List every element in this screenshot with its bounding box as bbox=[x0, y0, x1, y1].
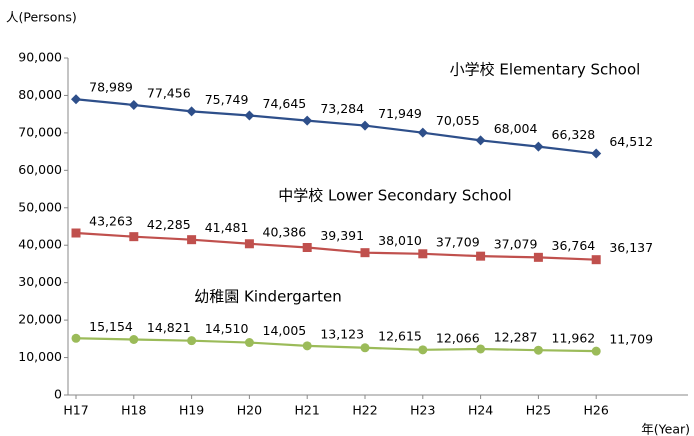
marker bbox=[360, 248, 370, 258]
value-label: 11,962 bbox=[552, 331, 596, 346]
marker bbox=[476, 251, 486, 261]
y-tick-label: 50,000 bbox=[18, 199, 62, 214]
value-label: 14,005 bbox=[263, 323, 307, 338]
y-tick-label: 30,000 bbox=[18, 274, 62, 289]
x-tick-label: H24 bbox=[468, 403, 493, 418]
value-label: 42,285 bbox=[147, 217, 191, 232]
series-line bbox=[75, 337, 597, 353]
y-tick-label: 80,000 bbox=[18, 87, 62, 102]
value-label: 41,481 bbox=[205, 220, 249, 235]
marker bbox=[360, 120, 370, 131]
value-label: 38,010 bbox=[378, 233, 422, 248]
marker bbox=[302, 341, 312, 351]
marker bbox=[417, 127, 428, 138]
x-tick-label: H23 bbox=[410, 403, 435, 418]
marker bbox=[128, 99, 139, 110]
x-tick-label: H18 bbox=[121, 403, 146, 418]
y-tick-label: 90,000 bbox=[18, 50, 62, 65]
marker bbox=[591, 255, 601, 265]
marker bbox=[186, 106, 197, 117]
value-label: 73,284 bbox=[320, 101, 364, 116]
y-tick-label: 40,000 bbox=[18, 237, 62, 252]
value-label: 15,154 bbox=[89, 319, 133, 334]
value-label: 40,386 bbox=[263, 224, 307, 239]
marker bbox=[71, 333, 81, 343]
value-label: 39,391 bbox=[320, 228, 364, 243]
marker bbox=[129, 232, 139, 242]
marker bbox=[302, 115, 313, 126]
marker bbox=[360, 343, 370, 353]
value-label: 70,055 bbox=[436, 113, 480, 128]
series-line bbox=[75, 231, 597, 261]
y-tick-label: 60,000 bbox=[18, 162, 62, 177]
marker bbox=[533, 252, 543, 262]
x-axis-label: 年(Year) bbox=[641, 422, 690, 436]
marker bbox=[533, 345, 543, 355]
x-tick-label: H22 bbox=[352, 403, 377, 418]
value-label: 13,123 bbox=[320, 326, 364, 341]
series-line bbox=[75, 98, 597, 155]
x-tick-label: H20 bbox=[237, 403, 262, 418]
value-label: 36,137 bbox=[609, 240, 653, 255]
marker bbox=[418, 249, 428, 259]
marker bbox=[591, 148, 602, 159]
value-label: 66,328 bbox=[552, 127, 596, 142]
y-tick-label: 20,000 bbox=[18, 312, 62, 327]
marker bbox=[71, 94, 81, 105]
y-tick-label: 70,000 bbox=[18, 124, 62, 139]
value-label: 37,079 bbox=[494, 237, 538, 252]
value-label: 12,287 bbox=[494, 329, 538, 344]
y-axis-label: 人(Persons) bbox=[6, 10, 77, 25]
x-tick-label: H25 bbox=[526, 403, 551, 418]
value-label: 12,615 bbox=[378, 328, 422, 343]
value-label: 11,709 bbox=[609, 332, 653, 347]
marker bbox=[187, 336, 197, 346]
series-name: 中学校 Lower Secondary School bbox=[278, 187, 511, 205]
marker bbox=[244, 110, 255, 121]
y-tick-label: 10,000 bbox=[18, 349, 62, 364]
x-tick-label: H19 bbox=[179, 403, 204, 418]
value-label: 71,949 bbox=[378, 106, 422, 121]
x-tick-label: H26 bbox=[584, 403, 609, 418]
value-label: 37,709 bbox=[436, 234, 480, 249]
marker bbox=[71, 228, 81, 238]
value-label: 74,645 bbox=[263, 96, 307, 111]
value-label: 68,004 bbox=[494, 121, 538, 136]
marker bbox=[244, 239, 254, 249]
x-tick-label: H21 bbox=[295, 403, 320, 418]
marker bbox=[187, 235, 197, 245]
value-label: 14,821 bbox=[147, 320, 191, 335]
value-label: 43,263 bbox=[89, 214, 133, 229]
marker bbox=[591, 346, 601, 356]
marker bbox=[475, 135, 486, 146]
value-label: 77,456 bbox=[147, 85, 191, 100]
value-label: 14,510 bbox=[205, 321, 249, 336]
marker bbox=[302, 243, 312, 253]
series-name: 小学校 Elementary School bbox=[450, 61, 641, 79]
value-label: 12,066 bbox=[436, 330, 480, 345]
marker bbox=[244, 338, 254, 348]
y-tick-label: 0 bbox=[54, 387, 62, 402]
value-label: 64,512 bbox=[609, 134, 653, 149]
x-tick-label: H17 bbox=[63, 403, 88, 418]
marker bbox=[418, 345, 428, 355]
value-label: 75,749 bbox=[205, 92, 249, 107]
marker bbox=[476, 344, 486, 354]
series-name: 幼稚園 Kindergarten bbox=[194, 288, 341, 306]
marker bbox=[129, 335, 139, 345]
value-label: 36,764 bbox=[552, 238, 596, 253]
value-label: 78,989 bbox=[89, 80, 133, 95]
marker bbox=[533, 141, 544, 152]
